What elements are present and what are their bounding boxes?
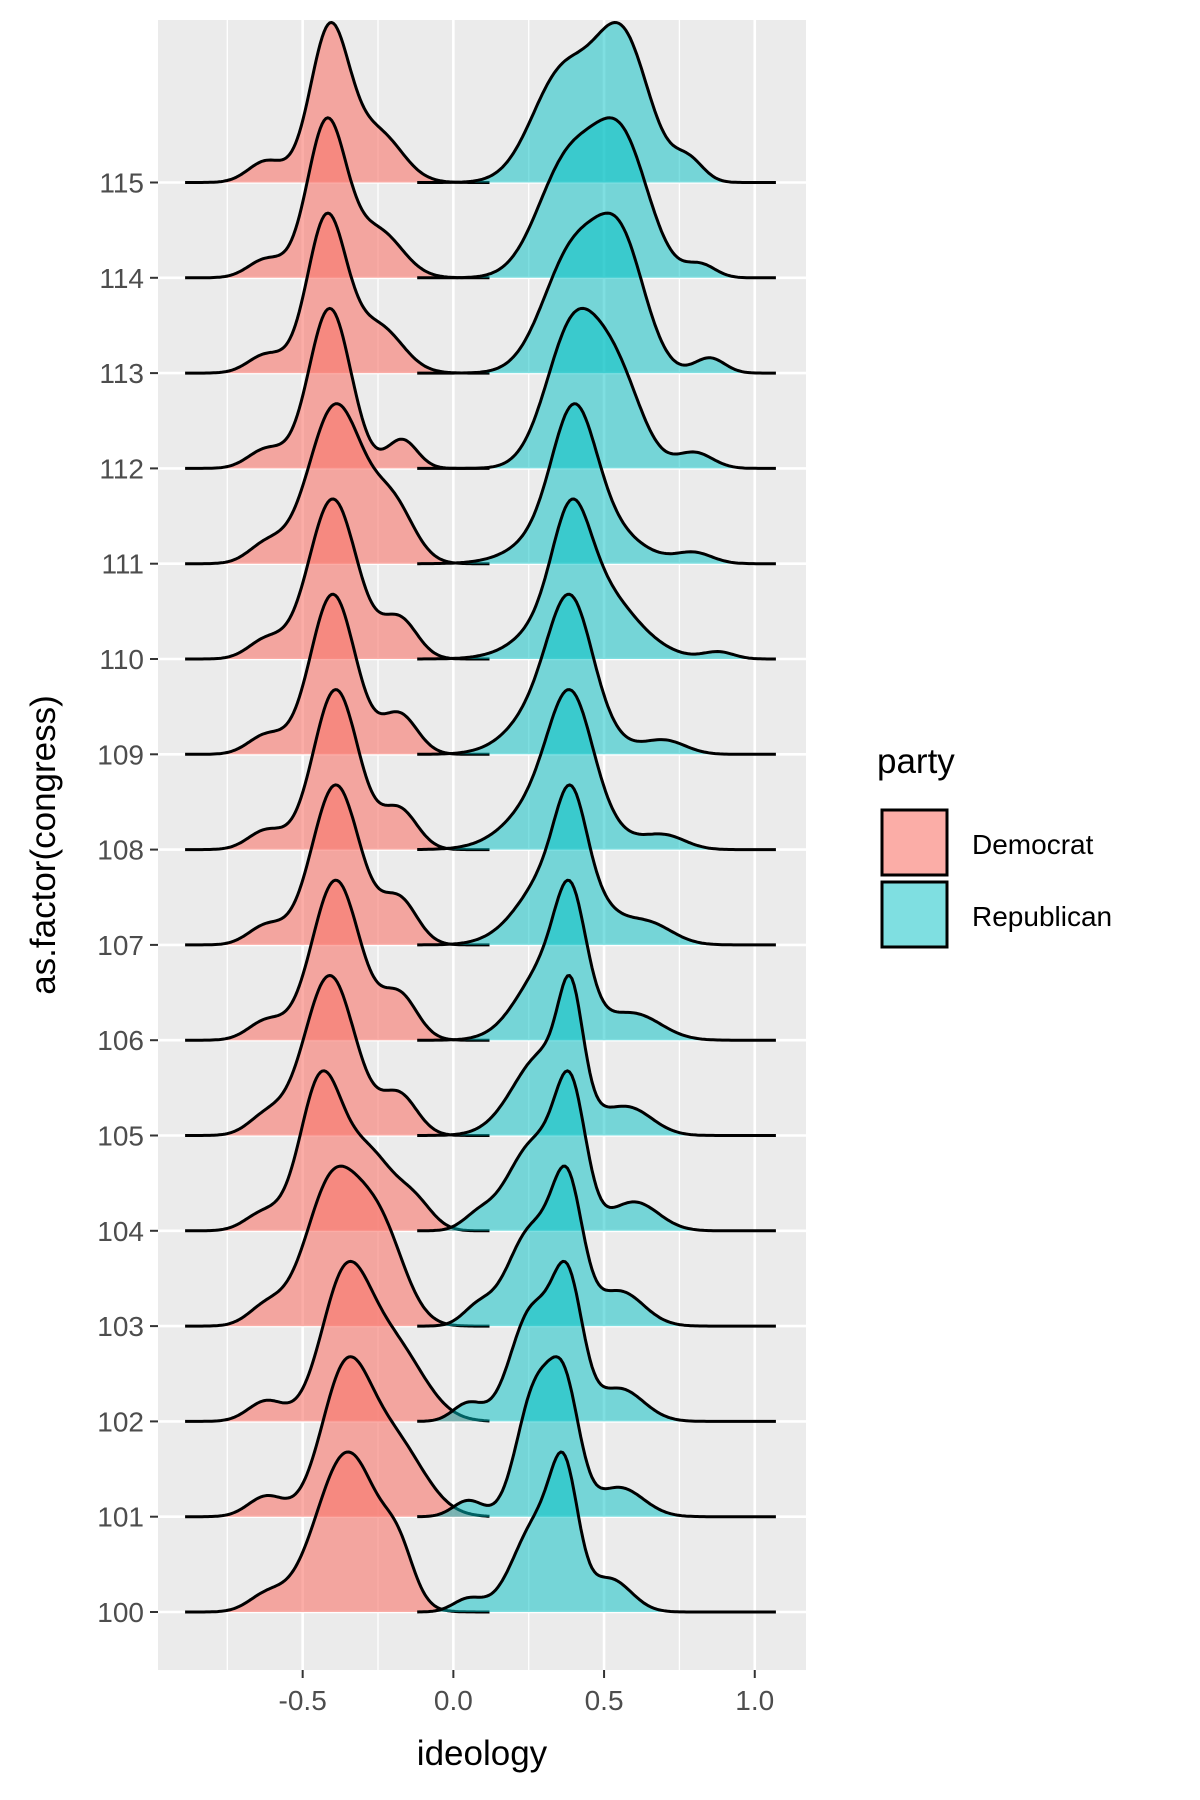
ridge-outline-republican-105 bbox=[417, 974, 776, 1137]
y-tick-label: 108 bbox=[97, 835, 144, 866]
ridge-outline-democrat-112 bbox=[185, 306, 490, 470]
ridge-area-republican-112 bbox=[417, 308, 776, 469]
y-tick-label: 105 bbox=[97, 1121, 144, 1152]
ridge-area-republican-103 bbox=[417, 1166, 776, 1327]
x-tick-label: 1.0 bbox=[735, 1685, 774, 1716]
y-tick-label: 100 bbox=[97, 1597, 144, 1628]
y-tick-label: 102 bbox=[97, 1406, 144, 1437]
y-tick-label: 106 bbox=[97, 1025, 144, 1056]
ridge-area-democrat-101 bbox=[185, 1356, 490, 1517]
ridge-outline-republican-108 bbox=[417, 688, 776, 852]
ridge-outline-democrat-107 bbox=[185, 783, 490, 947]
ridge-outline-democrat-114 bbox=[185, 116, 490, 280]
ridge-area-republican-108 bbox=[417, 689, 776, 850]
ridge-area-republican-111 bbox=[417, 403, 776, 564]
ridge-outline-republican-113 bbox=[417, 211, 776, 375]
ridge-area-republican-107 bbox=[417, 784, 776, 945]
y-tick-label: 114 bbox=[99, 263, 144, 294]
ridge-outline-democrat-113 bbox=[185, 211, 490, 375]
ridge-area-republican-115 bbox=[417, 22, 776, 183]
y-tick-label: 109 bbox=[97, 739, 144, 770]
ridge-area-republican-104 bbox=[417, 1070, 776, 1231]
ridge-outline-democrat-111 bbox=[185, 402, 490, 566]
y-axis-ticks: 100 101 102 103 104 105 106 107 108 109 110 111 112 1… bbox=[97, 168, 158, 1628]
y-tick-label: 103 bbox=[97, 1311, 144, 1342]
ridge-area-democrat-107 bbox=[185, 784, 490, 945]
y-tick-label: 107 bbox=[97, 930, 144, 961]
ridge-area-democrat-110 bbox=[185, 499, 490, 659]
ridge-area-democrat-113 bbox=[185, 213, 490, 374]
ridge-outline-democrat-115 bbox=[185, 21, 490, 184]
ridge-area-democrat-115 bbox=[185, 22, 490, 183]
ridge-outline-democrat-110 bbox=[185, 497, 490, 661]
ridge-outline-republican-111 bbox=[417, 402, 776, 566]
ridge-outline-democrat-100 bbox=[185, 1450, 490, 1614]
ridge-area-republican-100 bbox=[417, 1452, 776, 1612]
ridge-area-democrat-111 bbox=[185, 403, 490, 564]
ridge-area-democrat-103 bbox=[185, 1166, 490, 1327]
ridge-area-republican-106 bbox=[417, 880, 776, 1041]
x-tick-label: -0.5 bbox=[279, 1685, 327, 1716]
ridge-outline-republican-112 bbox=[417, 306, 776, 470]
ridge-area-democrat-114 bbox=[185, 117, 490, 278]
legend: party Democrat Republican bbox=[877, 742, 1112, 949]
ridge-outline-republican-102 bbox=[417, 1259, 776, 1423]
legend-label-republican: Republican bbox=[972, 901, 1112, 932]
ridge-area-republican-102 bbox=[417, 1261, 776, 1422]
ridge-area-democrat-108 bbox=[185, 689, 490, 850]
density-ridges bbox=[185, 21, 776, 1614]
ridge-outline-republican-114 bbox=[417, 116, 776, 280]
ridge-outline-democrat-106 bbox=[185, 878, 490, 1042]
ridge-outline-republican-110 bbox=[417, 497, 776, 661]
y-tick-label: 111 bbox=[101, 549, 144, 580]
x-tick-label: 0.5 bbox=[585, 1685, 624, 1716]
ridge-outline-republican-100 bbox=[417, 1450, 776, 1614]
ridge-outline-republican-101 bbox=[417, 1355, 776, 1519]
ridge-area-democrat-105 bbox=[185, 975, 490, 1136]
ridge-outline-democrat-105 bbox=[185, 974, 490, 1137]
ridge-area-democrat-102 bbox=[185, 1261, 490, 1422]
legend-title: party bbox=[877, 742, 955, 781]
ridge-outline-democrat-103 bbox=[185, 1164, 490, 1328]
ridge-area-democrat-106 bbox=[185, 880, 490, 1041]
legend-key-republican bbox=[880, 880, 949, 949]
ridge-area-republican-110 bbox=[417, 499, 776, 659]
y-tick-label: 101 bbox=[97, 1502, 144, 1533]
ridge-area-democrat-109 bbox=[185, 594, 490, 755]
ridge-area-republican-114 bbox=[417, 117, 776, 278]
ridge-outline-republican-103 bbox=[417, 1164, 776, 1328]
ridge-outline-democrat-102 bbox=[185, 1259, 490, 1423]
ridge-outline-republican-107 bbox=[417, 783, 776, 947]
ridge-outline-republican-104 bbox=[417, 1069, 776, 1233]
legend-label-democrat: Democrat bbox=[972, 829, 1094, 860]
x-tick-label: 0.0 bbox=[434, 1685, 473, 1716]
ridge-outline-republican-109 bbox=[417, 592, 776, 756]
ridge-outline-republican-106 bbox=[417, 878, 776, 1042]
x-axis-title: ideology bbox=[417, 1734, 548, 1773]
y-tick-label: 104 bbox=[97, 1216, 144, 1247]
y-tick-label: 113 bbox=[99, 358, 144, 389]
ridge-outline-democrat-104 bbox=[185, 1069, 490, 1233]
ridge-area-democrat-112 bbox=[185, 308, 490, 469]
ridge-area-republican-105 bbox=[417, 975, 776, 1136]
x-axis-ticks: -0.5 0.0 0.5 1.0 bbox=[279, 1670, 774, 1716]
ridge-outline-democrat-101 bbox=[185, 1355, 490, 1519]
ridge-outline-democrat-109 bbox=[185, 592, 490, 756]
y-axis-title: as.factor(congress) bbox=[24, 695, 63, 995]
y-tick-label: 115 bbox=[99, 168, 144, 199]
y-tick-label: 110 bbox=[99, 644, 144, 675]
ridge-outline-democrat-108 bbox=[185, 688, 490, 852]
legend-key-democrat bbox=[880, 808, 949, 877]
ridge-area-republican-113 bbox=[417, 213, 776, 374]
ridge-outline-republican-115 bbox=[417, 21, 776, 184]
y-tick-label: 112 bbox=[99, 453, 144, 484]
